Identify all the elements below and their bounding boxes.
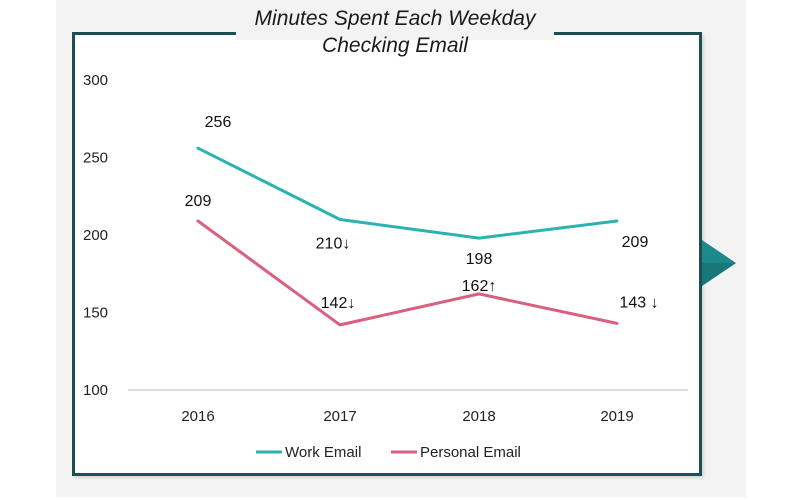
data-label: 142↓ — [321, 295, 356, 312]
y-tick-label: 250 — [83, 150, 108, 167]
data-label: 209 — [185, 193, 212, 210]
series-line-personal-email — [196, 219, 619, 327]
chart-frame — [72, 32, 702, 476]
triangle-right-icon — [702, 240, 736, 286]
x-tick-label: 2018 — [462, 408, 495, 425]
chart-title-line-1: Minutes Spent Each Weekday — [254, 7, 536, 30]
x-tick-label: 2019 — [600, 408, 633, 425]
y-tick-label: 200 — [83, 227, 108, 244]
x-tick-label: 2016 — [181, 408, 214, 425]
legend-label: Work Email — [285, 444, 361, 461]
data-label: 143 ↓ — [619, 294, 658, 311]
x-tick-label: 2017 — [323, 408, 356, 425]
data-label: 162↑ — [462, 278, 497, 295]
data-label: 256 — [205, 114, 232, 131]
data-label: 209 — [622, 234, 649, 251]
y-tick-label: 300 — [83, 72, 108, 89]
legend-label: Personal Email — [420, 444, 521, 461]
data-label: 198 — [466, 251, 493, 268]
y-tick-label: 150 — [83, 305, 108, 322]
chart-title-line-2: Checking Email — [322, 34, 468, 57]
title-gap — [236, 22, 554, 40]
series-line-work-email — [196, 146, 619, 240]
data-label: 210↓ — [316, 236, 351, 253]
y-tick-label: 100 — [83, 382, 108, 399]
chart-title: Minutes Spent Each Weekday Checking Emai… — [236, 5, 554, 59]
